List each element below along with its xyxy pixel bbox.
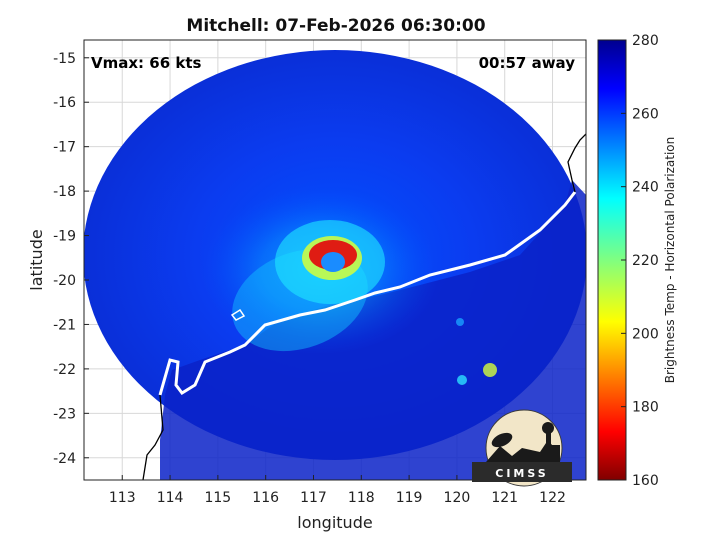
chart-title: Mitchell: 07-Feb-2026 06:30:00 bbox=[186, 16, 485, 36]
colorbar-tick-label: 240 bbox=[632, 180, 659, 196]
logo-tower bbox=[546, 424, 551, 446]
coastline-outside bbox=[142, 394, 164, 480]
colorbar-tick-label: 220 bbox=[632, 253, 659, 269]
coastline-swath bbox=[158, 191, 577, 396]
y-tick-label: -20 bbox=[53, 273, 76, 289]
island-outline bbox=[230, 308, 246, 321]
x-tick-label: 122 bbox=[539, 490, 566, 506]
colorbar: 280 260 240 220 200 180 160 Brightness Temp - … bbox=[597, 33, 677, 489]
x-tick-label: 119 bbox=[396, 490, 423, 506]
time-away-annotation: 00:57 away bbox=[479, 54, 576, 72]
y-axis-label: latitude bbox=[27, 229, 46, 290]
x-tick-label: 115 bbox=[204, 490, 231, 506]
x-tick-label: 118 bbox=[348, 490, 375, 506]
y-tick-label: -18 bbox=[53, 184, 76, 200]
cimss-logo: CIMSS bbox=[472, 409, 572, 487]
vmax-annotation: Vmax: 66 kts bbox=[91, 54, 201, 72]
colorbar-ticks: 280 260 240 220 200 180 160 bbox=[621, 33, 659, 489]
colorbar-tick-label: 180 bbox=[632, 400, 659, 416]
eye bbox=[321, 252, 345, 272]
colorbar-label: Brightness Temp - Horizontal Polarizatio… bbox=[663, 137, 677, 384]
y-tick-label: -21 bbox=[53, 317, 76, 333]
x-tick-label: 117 bbox=[300, 490, 327, 506]
swath bbox=[84, 50, 586, 480]
x-tick-label: 113 bbox=[109, 490, 136, 506]
y-tick-label: -17 bbox=[53, 140, 76, 156]
colorbar-tick-label: 160 bbox=[632, 473, 659, 489]
coastline bbox=[142, 133, 586, 480]
convective-cell bbox=[457, 375, 467, 385]
convective-cell bbox=[456, 318, 464, 326]
logo-tower-ball bbox=[542, 422, 554, 434]
y-tick-label: -15 bbox=[53, 51, 76, 67]
logo-band bbox=[472, 462, 572, 482]
x-tick-label: 120 bbox=[444, 490, 471, 506]
y-tick-label: -23 bbox=[53, 406, 76, 422]
x-tick-label: 116 bbox=[252, 490, 279, 506]
y-tick-label: -24 bbox=[53, 451, 76, 467]
x-tick-label: 114 bbox=[157, 490, 184, 506]
plot-frame bbox=[83, 39, 587, 481]
coastline-northeast bbox=[567, 133, 586, 193]
y-axis: -15 -16 -17 -18 -19 -20 -21 -22 -23 -24 bbox=[53, 51, 89, 467]
y-tick-label: -19 bbox=[53, 229, 76, 245]
colorbar-tick-label: 200 bbox=[632, 326, 659, 342]
x-axis: 113 114 115 116 117 118 119 120 121 122 bbox=[109, 475, 566, 506]
logo-dish bbox=[491, 432, 513, 448]
logo-text: CIMSS bbox=[495, 467, 548, 480]
colorbar-tick-label: 260 bbox=[632, 106, 659, 122]
y-tick-label: -16 bbox=[53, 95, 76, 111]
x-axis-label: longitude bbox=[297, 513, 372, 532]
x-tick-label: 121 bbox=[491, 490, 518, 506]
convective-cell bbox=[483, 363, 497, 377]
colorbar-tick-label: 280 bbox=[632, 33, 659, 49]
y-tick-label: -22 bbox=[53, 362, 76, 378]
